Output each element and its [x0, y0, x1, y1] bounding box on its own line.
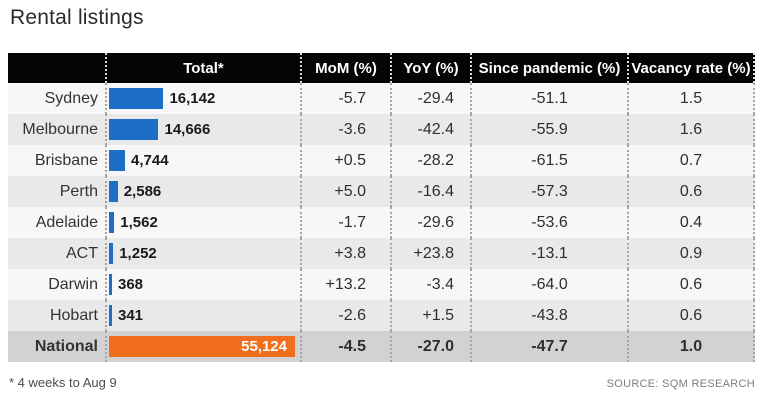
vacancy-rate-value: 0.6 [627, 176, 755, 207]
since-pandemic-value: -47.7 [470, 331, 627, 362]
total-bar [109, 305, 112, 326]
mom-value: +3.8 [300, 238, 390, 269]
since-pandemic-value: -13.1 [470, 238, 627, 269]
since-pandemic-value: -51.1 [470, 83, 627, 114]
mom-value: -2.6 [300, 300, 390, 331]
row-label: Hobart [49, 306, 98, 324]
since-pandemic-value: -55.9 [470, 114, 627, 145]
total-cell: 16,142 [105, 83, 300, 114]
table-row: Perth 2,586 +5.0 -16.4 -57.3 0.6 [8, 176, 755, 207]
table-row: Sydney 16,142 -5.7 -29.4 -51.1 1.5 [8, 83, 755, 114]
since-pandemic-value: -53.6 [470, 207, 627, 238]
yoy-value: -28.2 [390, 145, 470, 176]
total-value: 55,124 [241, 338, 287, 355]
vacancy-rate-value: 0.9 [627, 238, 755, 269]
total-bar [109, 150, 125, 171]
total-value: 1,562 [120, 214, 158, 231]
table-row: National 55,124 -4.5 -27.0 -47.7 1.0 [8, 331, 755, 362]
vacancy-rate-value: 1.6 [627, 114, 755, 145]
row-label: Perth [59, 182, 98, 200]
total-bar [109, 181, 118, 202]
total-value: 4,744 [131, 152, 169, 169]
since-pandemic-value: -57.3 [470, 176, 627, 207]
table-row: Brisbane 4,744 +0.5 -28.2 -61.5 0.7 [8, 145, 755, 176]
table-body: Sydney 16,142 -5.7 -29.4 -51.1 1.5 Melbo… [8, 83, 755, 362]
col-header-blank [8, 53, 105, 83]
col-header-total: Total* [105, 53, 300, 83]
yoy-value: -29.6 [390, 207, 470, 238]
col-header-mom: MoM (%) [300, 53, 390, 83]
total-bar: 55,124 [109, 336, 295, 357]
total-bar [109, 119, 159, 140]
vacancy-rate-value: 0.7 [627, 145, 755, 176]
row-label: Darwin [48, 275, 98, 293]
table-header-row: Total* MoM (%) YoY (%) Since pandemic (%… [8, 53, 755, 83]
total-cell: 55,124 [105, 331, 300, 362]
yoy-value: -42.4 [390, 114, 470, 145]
col-header-yoy: YoY (%) [390, 53, 470, 83]
table-row: Adelaide 1,562 -1.7 -29.6 -53.6 0.4 [8, 207, 755, 238]
footnote: * 4 weeks to Aug 9 [9, 375, 117, 390]
since-pandemic-value: -61.5 [470, 145, 627, 176]
total-value: 341 [118, 307, 144, 324]
vacancy-rate-value: 0.4 [627, 207, 755, 238]
row-label: National [34, 337, 98, 355]
row-label: Adelaide [35, 213, 98, 231]
total-cell: 1,252 [105, 238, 300, 269]
total-cell: 341 [105, 300, 300, 331]
mom-value: -1.7 [300, 207, 390, 238]
total-bar [109, 274, 112, 295]
table-row: Hobart 341 -2.6 +1.5 -43.8 0.6 [8, 300, 755, 331]
table-row: ACT 1,252 +3.8 +23.8 -13.1 0.9 [8, 238, 755, 269]
total-bar [109, 212, 115, 233]
mom-value: -3.6 [300, 114, 390, 145]
total-cell: 1,562 [105, 207, 300, 238]
table-row: Melbourne 14,666 -3.6 -42.4 -55.9 1.6 [8, 114, 755, 145]
vacancy-rate-value: 1.0 [627, 331, 755, 362]
total-value: 16,142 [169, 90, 216, 107]
yoy-value: +1.5 [390, 300, 470, 331]
row-label: Brisbane [34, 151, 98, 169]
col-header-vacancy-rate: Vacancy rate (%) [627, 53, 755, 83]
mom-value: +5.0 [300, 176, 390, 207]
mom-value: +0.5 [300, 145, 390, 176]
table-row: Darwin 368 +13.2 -3.4 -64.0 0.6 [8, 269, 755, 300]
total-bar [109, 243, 114, 264]
yoy-value: -3.4 [390, 269, 470, 300]
yoy-value: -29.4 [390, 83, 470, 114]
yoy-value: -16.4 [390, 176, 470, 207]
total-cell: 2,586 [105, 176, 300, 207]
yoy-value: +23.8 [390, 238, 470, 269]
mom-value: +13.2 [300, 269, 390, 300]
vacancy-rate-value: 0.6 [627, 300, 755, 331]
total-cell: 14,666 [105, 114, 300, 145]
since-pandemic-value: -43.8 [470, 300, 627, 331]
total-bar [109, 88, 164, 109]
vacancy-rate-value: 0.6 [627, 269, 755, 300]
total-value: 14,666 [164, 121, 211, 138]
row-label: Melbourne [22, 120, 98, 138]
total-cell: 4,744 [105, 145, 300, 176]
mom-value: -4.5 [300, 331, 390, 362]
total-value: 1,252 [119, 245, 157, 262]
total-cell: 368 [105, 269, 300, 300]
row-label: ACT [66, 244, 98, 262]
yoy-value: -27.0 [390, 331, 470, 362]
rental-listings-table: Total* MoM (%) YoY (%) Since pandemic (%… [8, 53, 755, 362]
total-value: 2,586 [123, 183, 162, 200]
source-credit: SOURCE: SQM RESEARCH [606, 378, 755, 390]
row-label: Sydney [44, 89, 98, 107]
page-title: Rental listings [10, 6, 144, 29]
total-value: 368 [118, 276, 144, 293]
vacancy-rate-value: 1.5 [627, 83, 755, 114]
mom-value: -5.7 [300, 83, 390, 114]
since-pandemic-value: -64.0 [470, 269, 627, 300]
col-header-since-pandemic: Since pandemic (%) [470, 53, 627, 83]
